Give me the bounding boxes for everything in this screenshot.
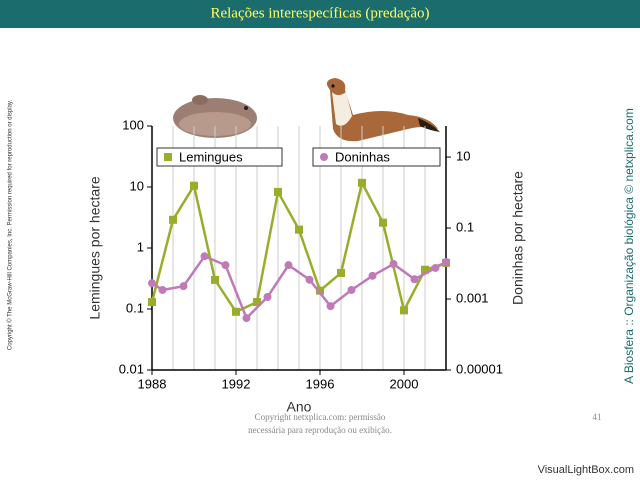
legend-box	[156, 147, 283, 167]
y-tick-label: 0.1	[126, 300, 144, 315]
weasel-illustration	[326, 78, 440, 142]
point	[190, 181, 198, 190]
point	[358, 178, 366, 187]
point	[316, 286, 324, 295]
point	[253, 298, 261, 307]
x-tick-label: 1992	[222, 376, 251, 391]
point	[337, 268, 345, 277]
point	[379, 218, 387, 227]
point	[368, 271, 377, 280]
y2-tick-label: 0.00001	[456, 361, 503, 376]
point	[232, 307, 240, 316]
point	[263, 292, 272, 301]
point	[158, 285, 167, 294]
point	[284, 261, 293, 270]
y2-tick-label: 0.001	[456, 290, 489, 305]
site-side: A Biosfera :: Organização biológica © ne…	[622, 108, 636, 384]
y-tick-label: 1	[137, 239, 144, 254]
y-tick-label: 0.01	[119, 361, 144, 376]
point	[389, 259, 398, 268]
copyright-side: Copyright © The McGraw-Hill Companies, I…	[7, 100, 14, 351]
y2-tick-label: 0.1	[456, 219, 474, 234]
point	[179, 282, 188, 291]
point	[347, 285, 356, 294]
point	[410, 275, 419, 284]
watermark: VisualLightBox.com	[538, 464, 634, 476]
y-axis-label: Lemingues por hectare	[87, 176, 103, 319]
page-number: 41	[593, 412, 602, 422]
legend-label: Doninhas	[335, 149, 390, 164]
y-tick-label: 10	[130, 178, 144, 193]
point	[305, 275, 314, 284]
y-tick-label: 100	[122, 117, 144, 132]
x-axis-label: Ano	[287, 399, 312, 415]
series-line	[151, 254, 447, 321]
legend-label: Lemingues	[179, 149, 243, 164]
point	[326, 302, 335, 311]
x-tick-label: 1988	[138, 376, 167, 391]
y2-axis-label: Doninhas por hectare	[510, 171, 526, 305]
point	[148, 298, 156, 307]
legend-box	[312, 147, 441, 167]
point	[400, 306, 408, 315]
y2-tick-label: 10	[456, 148, 470, 163]
legend-marker	[320, 153, 328, 161]
footer-line: necessária para reprodução ou exibição.	[248, 425, 392, 435]
point	[421, 265, 429, 274]
footer-line: Copyright netxplica.com: permissão	[255, 412, 386, 422]
point	[148, 279, 156, 288]
point	[169, 215, 177, 224]
legend-marker	[164, 153, 172, 161]
point	[242, 314, 251, 323]
title-bar	[0, 0, 640, 28]
point	[442, 258, 450, 267]
x-tick-label: 2000	[390, 376, 419, 391]
slide-title: Relações interespecíficas (predação)	[210, 5, 429, 21]
point	[211, 275, 219, 284]
x-tick-label: 1996	[306, 376, 335, 391]
point	[431, 263, 440, 272]
point	[200, 252, 209, 261]
point	[295, 225, 303, 234]
point	[274, 187, 282, 196]
point	[221, 261, 230, 270]
